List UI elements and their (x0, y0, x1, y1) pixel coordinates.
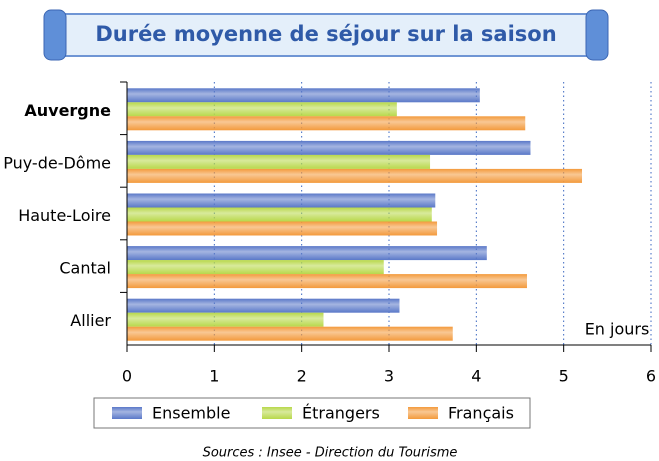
y-tick-label: Allier (70, 311, 111, 330)
legend-swatch (262, 407, 292, 419)
y-tick-label: Cantal (59, 259, 111, 278)
legend-label: Ensemble (152, 404, 230, 423)
title-tab-right (585, 9, 609, 61)
legend-label: Étrangers (302, 404, 380, 423)
bar (127, 88, 480, 103)
bar (127, 207, 432, 222)
bar (127, 168, 583, 183)
bar (127, 298, 400, 313)
bar (127, 116, 526, 131)
legend-label: Français (448, 404, 514, 423)
chart-title: Durée moyenne de séjour sur la saison (95, 22, 556, 46)
x-tick-label: 5 (559, 367, 569, 386)
bar (127, 221, 438, 236)
bar (127, 312, 324, 327)
bar (127, 246, 487, 261)
bar (127, 102, 397, 117)
bar (127, 154, 431, 169)
y-tick-label: Auvergne (24, 101, 111, 120)
x-tick-label: 6 (646, 367, 656, 386)
x-tick-label: 3 (384, 367, 394, 386)
legend-swatch (408, 407, 438, 419)
annotation: En jours (585, 320, 650, 339)
legend-swatch (112, 407, 142, 419)
bar (127, 274, 527, 289)
y-tick-label: Haute-Loire (18, 206, 111, 225)
bar (127, 260, 384, 275)
bar (127, 326, 453, 341)
title-tab-left (43, 9, 67, 61)
bar (127, 193, 436, 208)
bar (127, 140, 531, 155)
x-tick-label: 0 (122, 367, 132, 386)
x-tick-label: 2 (297, 367, 307, 386)
source: Sources : Insee - Direction du Tourisme (203, 446, 458, 461)
legend-box (93, 397, 531, 429)
x-tick-label: 1 (209, 367, 219, 386)
x-tick-label: 4 (471, 367, 481, 386)
y-tick-label: Puy-de-Dôme (3, 153, 111, 172)
